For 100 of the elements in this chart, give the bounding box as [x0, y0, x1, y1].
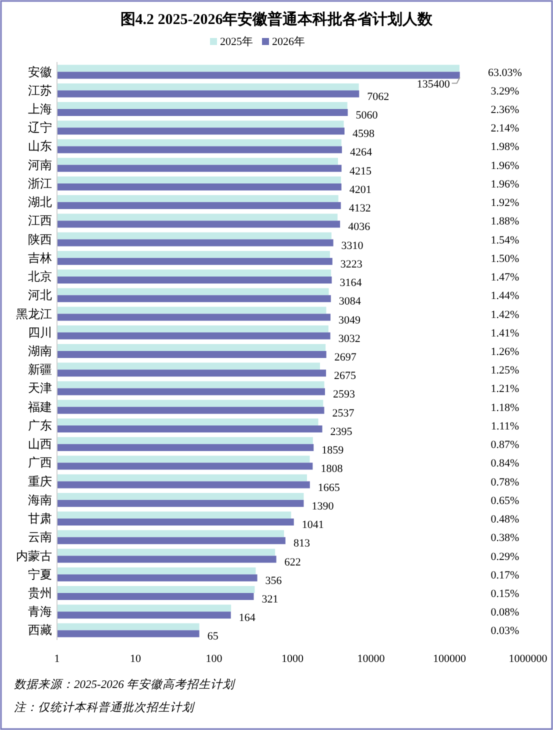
annotation: 0.15% [490, 588, 520, 600]
y-tick-label: 浙江 [28, 176, 52, 190]
x-tick-label: 10000 [357, 653, 386, 665]
annotation: 0.03% [490, 625, 520, 638]
y-tick-label: 福建 [28, 400, 52, 414]
data-label: 1665 [318, 482, 340, 494]
data-label: 3310 [341, 240, 364, 252]
annotation: 0.65% [490, 494, 520, 507]
data-label: 2395 [330, 426, 353, 438]
annotation: 1.21% [490, 383, 520, 396]
data-label: 2697 [334, 351, 357, 364]
text: 注：仅统计本科普通批次招生计划 [14, 701, 195, 714]
data-label: 3032 [338, 332, 360, 345]
y-tick-label: 重庆 [28, 474, 52, 488]
annotation: 0.84% [490, 458, 520, 470]
data-label: 4132 [348, 202, 371, 215]
data-label: 813 [293, 538, 310, 550]
y-tick-label: 江苏 [28, 83, 52, 98]
data-label: 3049 [338, 314, 362, 326]
y-tick-label: 北京 [28, 270, 52, 284]
data-label: 4036 [348, 221, 371, 234]
annotation: 1.11% [490, 420, 520, 432]
data-label: 1859 [322, 444, 344, 457]
y-tick-label: 云南 [28, 530, 52, 544]
legend-label: 2025年 [220, 36, 253, 48]
x-tick-label: 1000 [282, 653, 304, 665]
annotation: 1.44% [490, 290, 520, 302]
annotation: 3.29% [490, 85, 520, 98]
y-tick-label: 天津 [28, 381, 52, 396]
data-label: 4201 [349, 184, 372, 196]
data-label: 2593 [332, 388, 356, 401]
annotation: 1.18% [490, 402, 520, 414]
annotation: 1.47% [490, 272, 520, 284]
data-label: 4215 [350, 165, 372, 178]
data-label: 5060 [356, 109, 378, 122]
x-tick-label: 1 [54, 653, 60, 665]
y-tick-label: 海南 [28, 492, 52, 507]
annotation: 1.88% [490, 216, 520, 228]
y-tick-label: 青海 [28, 604, 52, 619]
y-tick-label: 湖北 [28, 195, 52, 210]
annotation: 1.25% [490, 364, 520, 377]
x-tick-label: 10 [130, 653, 142, 665]
y-tick-label: 吉林 [28, 250, 52, 265]
data-label: 622 [284, 556, 301, 568]
annotation: 1.54% [490, 234, 520, 246]
y-tick-label: 河北 [28, 288, 52, 302]
y-tick-label: 新疆 [28, 362, 52, 377]
annotation: 0.08% [490, 606, 520, 619]
data-label: 1041 [302, 519, 324, 532]
annotation: 0.29% [490, 550, 520, 563]
annotation: 1.96% [490, 178, 520, 190]
annotation: 0.78% [490, 476, 520, 488]
data-label: 1390 [312, 500, 334, 512]
data-label: 4598 [352, 128, 376, 140]
y-tick-label: 山西 [28, 437, 52, 452]
data-label: 3084 [338, 296, 362, 308]
y-tick-label: 宁夏 [28, 567, 52, 582]
x-tick-label: 1000000 [508, 653, 548, 665]
y-tick-label: 山东 [28, 139, 52, 154]
data-label: 65 [207, 630, 219, 643]
y-tick-label: 内蒙古 [16, 548, 52, 563]
data-label: 2537 [332, 407, 355, 420]
annotation: 2.36% [490, 104, 520, 116]
y-tick-label: 广东 [28, 418, 52, 432]
y-tick-label: 上海 [28, 102, 52, 116]
x-tick-label: 100000 [433, 653, 466, 665]
y-tick-label: 河南 [28, 158, 52, 172]
data-label: 3164 [340, 277, 362, 290]
annotation: 1.96% [490, 160, 520, 172]
y-tick-label: 陕西 [28, 232, 52, 246]
legend-label: 2026年 [272, 36, 305, 48]
annotation: 0.87% [490, 439, 520, 452]
data-label: 356 [265, 574, 282, 587]
y-tick-label: 西藏 [28, 623, 52, 638]
y-tick-label: 贵州 [28, 586, 52, 600]
data-label: 321 [262, 593, 278, 606]
data-label: 164 [238, 612, 256, 624]
annotation: 1.42% [490, 308, 520, 321]
data-label: 7062 [367, 90, 390, 103]
data-label: 135400 [416, 78, 450, 90]
y-tick-label: 辽宁 [28, 120, 52, 135]
data-label: 1808 [320, 463, 344, 476]
annotation: 1.50% [490, 252, 520, 265]
y-tick-label: 湖南 [28, 344, 52, 358]
annotation: 0.48% [490, 514, 520, 526]
data-label: 4264 [350, 146, 372, 159]
data-label: 2675 [334, 370, 357, 382]
y-tick-label: 安徽 [28, 64, 52, 79]
source-note: 数据来源：2025-2026 年安徽高考招生计划 [14, 678, 236, 691]
annotation: 0.17% [490, 569, 520, 582]
annotation: 1.26% [490, 346, 520, 358]
x-tick-label: 100 [206, 653, 223, 665]
chart-title: 图4.2 2025-2026年安徽普通本科批各省计划人数 [120, 10, 434, 28]
y-tick-label: 黑龙江 [16, 306, 52, 321]
annotation: 1.92% [490, 197, 520, 210]
y-tick-label: 四川 [28, 325, 52, 340]
y-tick-label: 广西 [28, 456, 52, 470]
annotation: 63.03% [488, 66, 522, 79]
annotation: 1.41% [490, 327, 520, 340]
annotation: 2.14% [490, 122, 520, 135]
